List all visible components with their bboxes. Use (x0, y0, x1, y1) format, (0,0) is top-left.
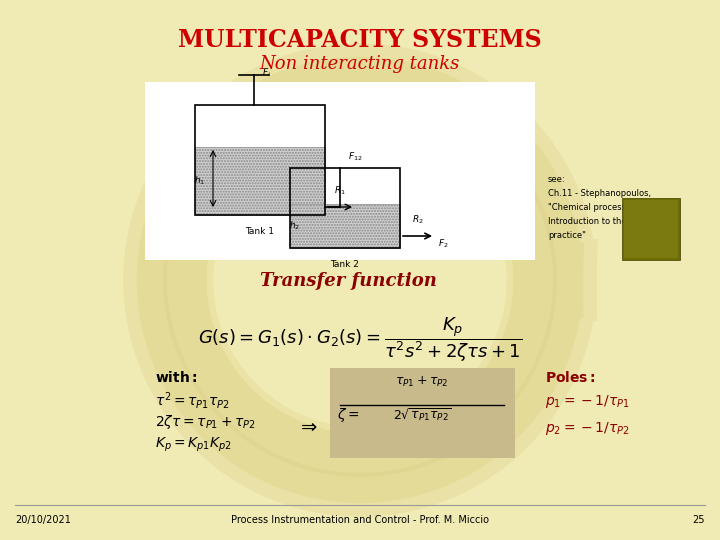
Text: MULTICAPACITY SYSTEMS: MULTICAPACITY SYSTEMS (178, 28, 542, 52)
Bar (290, 168, 400, 248)
Text: $p_2 = -1/\tau_{P2}$: $p_2 = -1/\tau_{P2}$ (545, 420, 629, 437)
Text: $F_i$: $F_i$ (261, 67, 271, 79)
Bar (290, 204, 400, 248)
Text: $2\sqrt{\tau_{P1}\tau_{P2}}$: $2\sqrt{\tau_{P1}\tau_{P2}}$ (392, 407, 451, 424)
Text: $h_2$: $h_2$ (289, 220, 300, 232)
Text: $F_2$: $F_2$ (438, 238, 449, 251)
Text: $\zeta =$: $\zeta =$ (337, 406, 359, 424)
Text: $\Rightarrow$: $\Rightarrow$ (297, 418, 318, 436)
Text: $\bf{Poles:}$: $\bf{Poles:}$ (545, 370, 596, 385)
Bar (145, 82, 535, 260)
Bar (290, 204, 400, 248)
Text: $F_{12}$: $F_{12}$ (348, 151, 362, 163)
Text: $R_1$: $R_1$ (334, 185, 346, 197)
Text: Tank 2: Tank 2 (330, 260, 359, 269)
Text: $G(s) = G_1(s) \cdot G_2(s) = \dfrac{K_p}{\tau^2 s^2 + 2\zeta\tau s + 1}$: $G(s) = G_1(s) \cdot G_2(s) = \dfrac{K_p… (198, 315, 522, 363)
Text: 25: 25 (693, 515, 705, 525)
Bar (624, 200, 678, 258)
Text: $\bf{with:}$: $\bf{with:}$ (155, 370, 198, 385)
Text: $p_1 = -1/\tau_{P1}$: $p_1 = -1/\tau_{P1}$ (545, 393, 629, 410)
Text: Non interacting tanks: Non interacting tanks (260, 55, 460, 73)
Bar (622, 198, 680, 260)
Text: Transfer function: Transfer function (260, 272, 437, 290)
Text: $2\zeta\tau = \tau_{P1} + \tau_{P2}$: $2\zeta\tau = \tau_{P1} + \tau_{P2}$ (155, 413, 256, 431)
Bar (195, 147, 325, 215)
Text: Tank 1: Tank 1 (246, 227, 274, 236)
Text: Process Instrumentation and Control - Prof. M. Miccio: Process Instrumentation and Control - Pr… (231, 515, 489, 525)
Text: $K_p = K_{p1}K_{p2}$: $K_p = K_{p1}K_{p2}$ (155, 436, 232, 454)
Text: see:
Ch.11 - Stephanopoulos,
"Chemical process control: an
Introduction to theor: see: Ch.11 - Stephanopoulos, "Chemical p… (548, 175, 674, 240)
Text: $h_1$: $h_1$ (194, 175, 205, 187)
Text: 20/10/2021: 20/10/2021 (15, 515, 71, 525)
Bar (195, 147, 325, 215)
Text: $\tau^2 = \tau_{P1}\tau_{P2}$: $\tau^2 = \tau_{P1}\tau_{P2}$ (155, 390, 230, 411)
Bar (195, 105, 325, 215)
Text: $\tau_{P1} + \tau_{P2}$: $\tau_{P1} + \tau_{P2}$ (395, 375, 449, 389)
Bar (330, 368, 515, 458)
Text: $R_2$: $R_2$ (412, 213, 424, 226)
